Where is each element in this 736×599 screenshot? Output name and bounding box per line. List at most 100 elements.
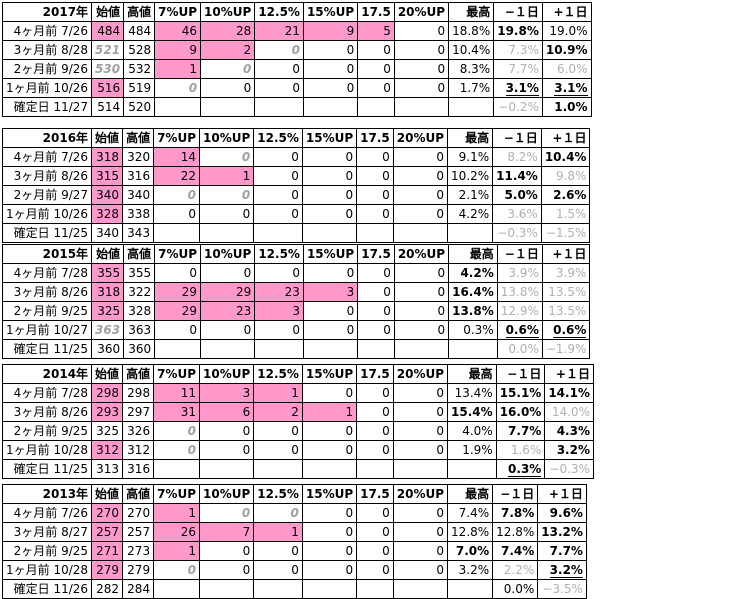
- header-cell-max[interactable]: 最高: [447, 128, 494, 148]
- cell-open[interactable]: 360: [91, 339, 125, 359]
- cell-up20[interactable]: 0: [392, 402, 449, 422]
- cell-up12-5[interactable]: 0: [253, 421, 303, 441]
- cell-open[interactable]: 325: [91, 421, 124, 441]
- cell-up15[interactable]: 0: [301, 204, 358, 224]
- cell-high[interactable]: 322: [123, 282, 156, 302]
- cell-open[interactable]: 363: [91, 320, 125, 340]
- cell-up7[interactable]: [153, 223, 200, 243]
- row-label-cell[interactable]: 2ヶ月前 9/25: [1, 541, 93, 561]
- cell-plus1day[interactable]: 9.6%: [537, 503, 587, 523]
- cell-up17-5[interactable]: [357, 97, 395, 117]
- cell-up12-5[interactable]: 0: [253, 560, 303, 580]
- cell-up12-5[interactable]: [254, 97, 304, 117]
- header-cell-up7[interactable]: 7%UP: [153, 128, 200, 148]
- cell-up10[interactable]: 0: [198, 421, 255, 441]
- cell-up7[interactable]: 31: [153, 402, 200, 422]
- header-cell-plus1day[interactable]: +１日: [541, 244, 591, 264]
- cell-minus1day[interactable]: 0.3%: [495, 459, 546, 479]
- cell-up7[interactable]: 0: [154, 78, 202, 98]
- cell-up17-5[interactable]: 0: [356, 383, 394, 403]
- cell-up20[interactable]: 0: [392, 560, 449, 580]
- cell-plus1day[interactable]: 13.2%: [537, 522, 587, 542]
- cell-high[interactable]: 320: [122, 147, 155, 167]
- cell-plus1day[interactable]: 13.5%: [541, 282, 591, 302]
- cell-up15[interactable]: 0: [301, 522, 358, 542]
- cell-plus1day[interactable]: 7.7%: [537, 541, 587, 561]
- cell-open[interactable]: 315: [91, 166, 124, 186]
- cell-up20[interactable]: 0: [392, 166, 449, 186]
- cell-high[interactable]: 484: [123, 21, 156, 41]
- cell-max[interactable]: 3.2%: [447, 560, 494, 580]
- cell-minus1day[interactable]: 3.1%: [493, 78, 543, 98]
- header-cell-max[interactable]: 最高: [448, 244, 498, 264]
- cell-up20[interactable]: 0: [392, 185, 449, 205]
- cell-plus1day[interactable]: 0.6%: [541, 320, 591, 340]
- cell-minus1day[interactable]: 7.7%: [493, 59, 543, 79]
- cell-open[interactable]: 270: [91, 503, 124, 523]
- header-cell-minus1day[interactable]: −１日: [495, 364, 546, 384]
- cell-minus1day[interactable]: 1.6%: [495, 440, 546, 460]
- row-label-cell[interactable]: 確定日 11/25: [1, 459, 93, 479]
- header-cell-up17-5[interactable]: 17.5: [357, 2, 395, 22]
- cell-up15[interactable]: 0: [301, 166, 358, 186]
- cell-up17-5[interactable]: [356, 579, 394, 599]
- cell-minus1day[interactable]: 11.4%: [492, 166, 542, 186]
- cell-up20[interactable]: [392, 223, 449, 243]
- cell-minus1day[interactable]: 2.2%: [492, 560, 539, 580]
- header-cell-high[interactable]: 高値: [122, 484, 155, 504]
- cell-max[interactable]: 9.1%: [447, 147, 494, 167]
- header-cell-plus1day[interactable]: +１日: [541, 2, 592, 22]
- cell-up10[interactable]: 0: [200, 263, 256, 283]
- cell-open[interactable]: 521: [91, 40, 125, 60]
- cell-minus1day[interactable]: 7.7%: [495, 421, 546, 441]
- header-cell-minus1day[interactable]: −１日: [496, 244, 543, 264]
- cell-up15[interactable]: 0: [301, 503, 358, 523]
- cell-up20[interactable]: 0: [393, 282, 450, 302]
- cell-plus1day[interactable]: 4.3%: [544, 421, 594, 441]
- cell-high[interactable]: 328: [123, 301, 156, 321]
- header-cell-open[interactable]: 始値: [91, 244, 125, 264]
- cell-high[interactable]: 519: [123, 78, 156, 98]
- cell-up15[interactable]: 0: [302, 320, 359, 340]
- cell-up10[interactable]: 0: [200, 59, 256, 79]
- cell-plus1day[interactable]: −1.5%: [540, 223, 591, 243]
- cell-up15[interactable]: 0: [301, 383, 358, 403]
- cell-up12-5[interactable]: 0: [254, 40, 304, 60]
- cell-high[interactable]: 316: [122, 166, 155, 186]
- cell-high[interactable]: 257: [122, 522, 155, 542]
- cell-open[interactable]: 257: [91, 522, 124, 542]
- cell-up12-5[interactable]: 0: [253, 185, 303, 205]
- cell-high[interactable]: 338: [122, 204, 155, 224]
- cell-up20[interactable]: [392, 459, 449, 479]
- cell-up7[interactable]: 1: [153, 541, 200, 561]
- cell-up10[interactable]: [198, 459, 255, 479]
- row-label-cell[interactable]: 4ヶ月前 7/26: [1, 21, 93, 41]
- header-cell-open[interactable]: 始値: [91, 2, 125, 22]
- cell-up15[interactable]: 0: [301, 147, 358, 167]
- cell-up15[interactable]: [301, 223, 358, 243]
- cell-up10[interactable]: 0: [200, 78, 256, 98]
- cell-high[interactable]: 298: [122, 383, 155, 403]
- cell-up15[interactable]: 0: [302, 263, 359, 283]
- year-title-cell[interactable]: 2013年: [1, 484, 93, 504]
- cell-high[interactable]: 340: [122, 185, 155, 205]
- cell-up20[interactable]: [392, 579, 449, 599]
- row-label-cell[interactable]: 3ヶ月前 8/26: [1, 402, 93, 422]
- cell-up17-5[interactable]: 0: [357, 40, 395, 60]
- cell-max[interactable]: 18.8%: [448, 21, 495, 41]
- header-cell-up15[interactable]: 15%UP: [302, 244, 359, 264]
- cell-high[interactable]: 360: [123, 339, 156, 359]
- header-cell-up15[interactable]: 15%UP: [301, 128, 358, 148]
- cell-plus1day[interactable]: −3.5%: [537, 579, 587, 599]
- cell-up17-5[interactable]: 0: [357, 301, 395, 321]
- row-label-cell[interactable]: 1ヶ月前 10/28: [1, 560, 93, 580]
- header-cell-max[interactable]: 最高: [448, 2, 495, 22]
- cell-up17-5[interactable]: 5: [357, 21, 395, 41]
- cell-max[interactable]: 0.3%: [448, 320, 498, 340]
- cell-plus1day[interactable]: 2.6%: [540, 185, 591, 205]
- cell-high[interactable]: 284: [122, 579, 155, 599]
- cell-up10[interactable]: 28: [200, 21, 256, 41]
- header-cell-minus1day[interactable]: −１日: [493, 2, 543, 22]
- cell-plus1day[interactable]: 3.9%: [541, 263, 591, 283]
- cell-up17-5[interactable]: 0: [356, 522, 394, 542]
